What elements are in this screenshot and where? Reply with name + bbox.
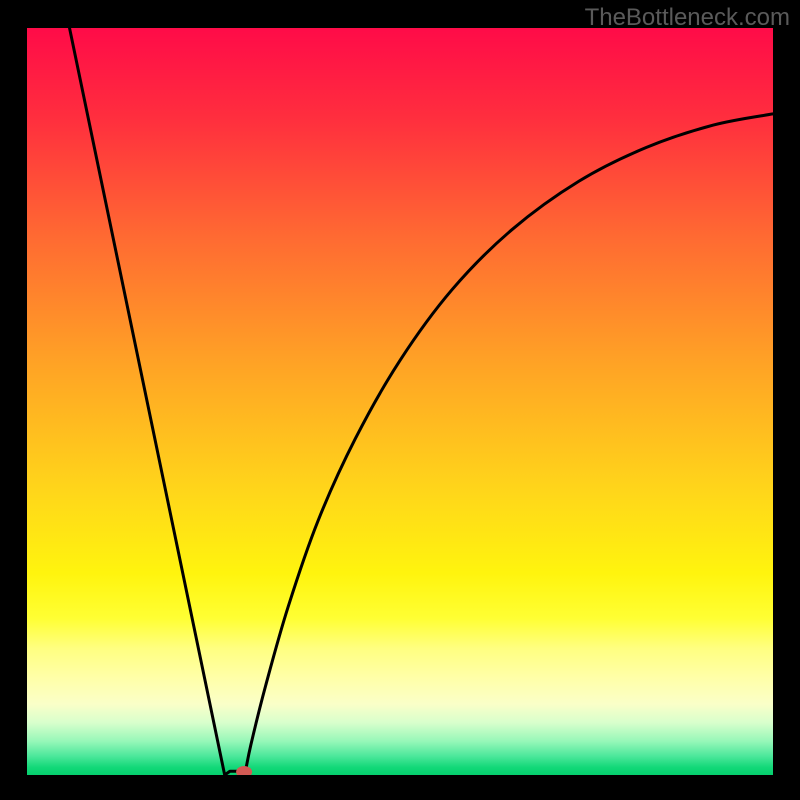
chart-frame: TheBottleneck.com — [0, 0, 800, 800]
watermark-text: TheBottleneck.com — [585, 4, 790, 32]
plot-area — [27, 28, 773, 775]
chart-svg — [27, 28, 773, 775]
